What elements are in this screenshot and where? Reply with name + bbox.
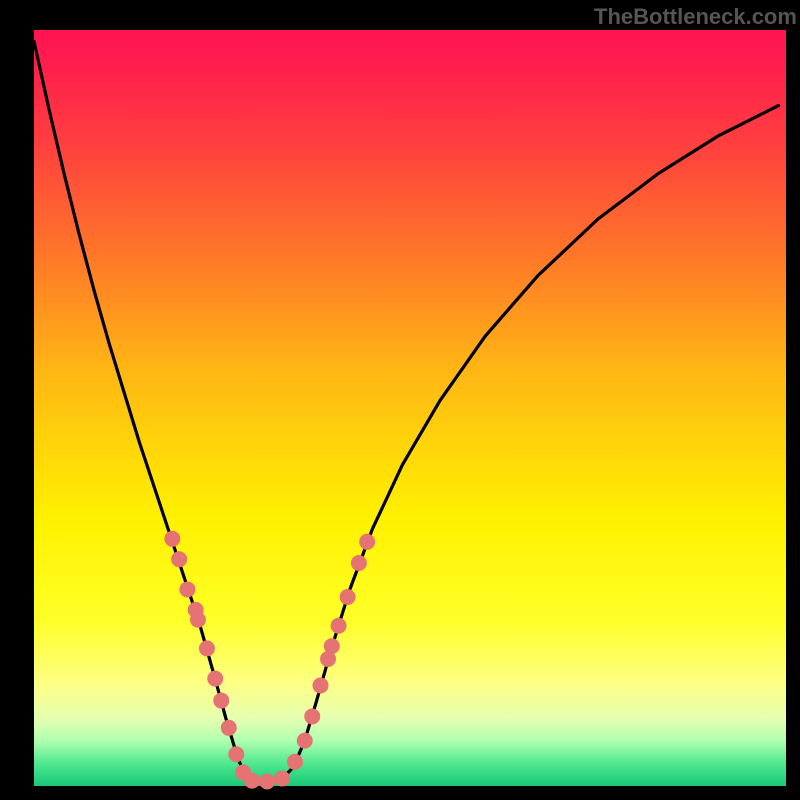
chart-plot-area — [34, 30, 786, 786]
watermark-text: TheBottleneck.com — [594, 4, 797, 30]
stage: TheBottleneck.com — [0, 0, 800, 800]
